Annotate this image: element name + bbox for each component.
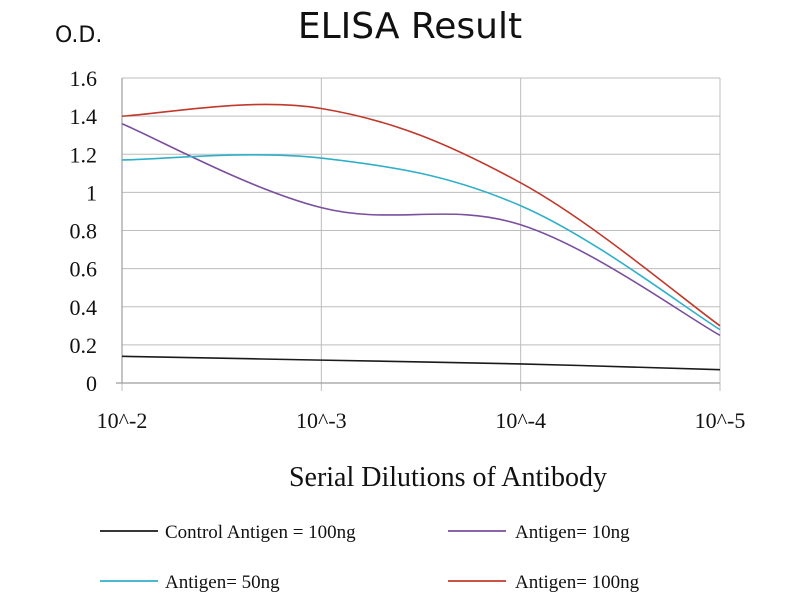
axes <box>116 78 721 384</box>
legend-item-antigen-100ng: Antigen= 100ng <box>448 572 640 593</box>
series-lines <box>121 103 721 371</box>
x-tick-label: 10^-5 <box>695 408 746 433</box>
legend-label: Antigen= 10ng <box>515 522 630 543</box>
legend: Control Antigen = 100ng Antigen= 10ng Anti… <box>100 522 640 593</box>
legend-item-antigen-50ng: Antigen= 50ng <box>100 572 280 593</box>
y-tick-label: 0.8 <box>70 219 98 244</box>
x-axis-label: Serial Dilutions of Antibody <box>289 462 607 493</box>
chart-title: ELISA Result <box>298 6 522 47</box>
x-tick-label: 10^-2 <box>97 408 148 433</box>
legend-label: Antigen= 50ng <box>165 572 280 593</box>
x-tick-label: 10^-3 <box>296 408 347 433</box>
y-tick-label: 1 <box>86 180 97 205</box>
y-axis-label: O.D. <box>55 23 102 48</box>
y-tick-label: 0.2 <box>70 333 98 358</box>
tick-labels: 0 0.2 0.4 0.6 0.8 1 1.2 1.4 1.6 10^-2 10^-3 10^-4 10… <box>70 66 746 433</box>
series-line-control-antigen-100ng <box>121 355 721 371</box>
gridlines <box>121 77 721 391</box>
y-tick-label: 0.6 <box>70 257 98 282</box>
y-tick-label: 1.6 <box>70 66 98 91</box>
y-tick-label: 0.4 <box>70 295 98 320</box>
series-line-antigen-10ng <box>121 123 721 337</box>
y-tick-label: 1.2 <box>70 142 98 167</box>
legend-label: Antigen= 100ng <box>515 572 640 593</box>
y-tick-label: 0 <box>86 371 97 396</box>
legend-label: Control Antigen = 100ng <box>165 522 356 543</box>
x-tick-label: 10^-4 <box>495 408 546 433</box>
series-line-antigen-50ng <box>121 154 721 331</box>
series-line-antigen-100ng <box>121 103 721 327</box>
legend-item-control-antigen-100ng: Control Antigen = 100ng <box>100 522 356 543</box>
legend-item-antigen-10ng: Antigen= 10ng <box>448 522 630 543</box>
y-tick-label: 1.4 <box>70 104 98 129</box>
